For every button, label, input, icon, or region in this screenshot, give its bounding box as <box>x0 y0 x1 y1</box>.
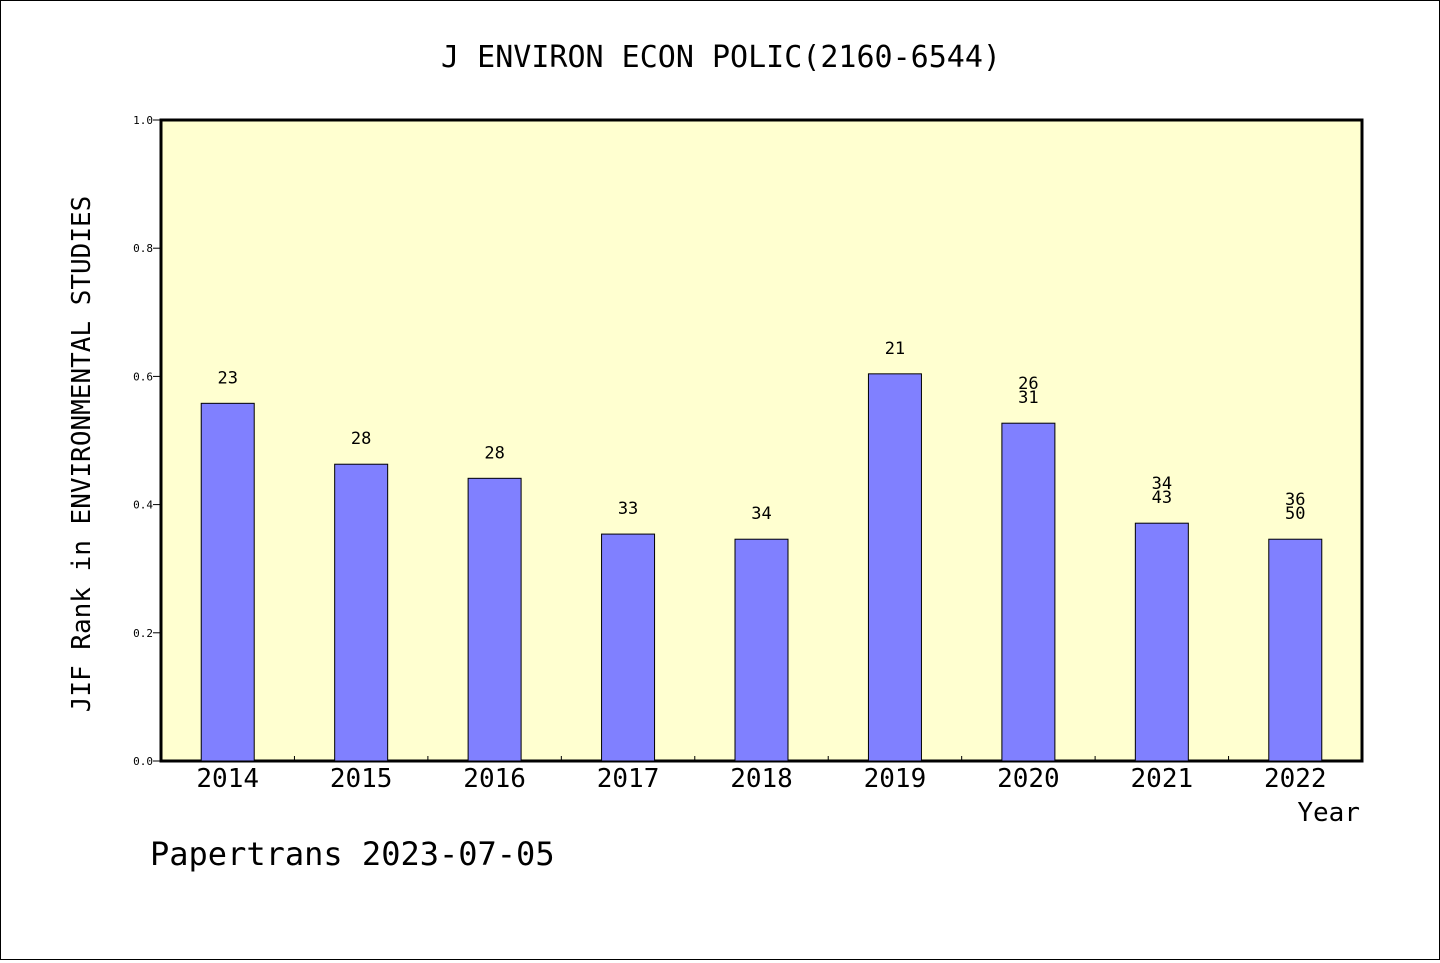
x-tick-label: 2019 <box>864 764 927 794</box>
data-label: 34 <box>1152 474 1172 494</box>
data-label: 28 <box>484 443 504 463</box>
bar-2014 <box>200 402 255 762</box>
chart-title: J ENVIRON ECON POLIC(2160-6544) <box>441 40 1001 75</box>
x-tick-label: 2015 <box>330 764 393 794</box>
data-label: 50 <box>1285 504 1305 524</box>
x-tick-label: 2016 <box>463 764 526 794</box>
bar-2020 <box>1001 422 1056 762</box>
x-tick-label: 2022 <box>1264 764 1327 794</box>
data-label: 33 <box>618 499 638 519</box>
bar-2021 <box>1134 522 1189 762</box>
data-label: 43 <box>1152 488 1172 508</box>
y-tick-label: 0.6 <box>133 370 153 383</box>
data-label: 21 <box>885 339 905 359</box>
x-axis: 2014 2015 2016 2017 2018 2019 2020 2021 2022 <box>196 756 1327 794</box>
y-tick-label: 0.4 <box>133 499 153 512</box>
bar-2018 <box>734 538 789 762</box>
x-tick-label: 2017 <box>597 764 660 794</box>
y-axis-label: JIF Rank in ENVIRONMENTAL STUDIES <box>67 196 97 713</box>
x-axis-label: Year <box>1297 798 1360 828</box>
y-tick-label: 0.0 <box>133 755 153 768</box>
y-axis: 0.0 0.2 0.4 0.6 0.8 1.0 <box>133 114 161 768</box>
data-label: 28 <box>351 429 371 449</box>
x-tick-label: 2014 <box>196 764 259 794</box>
bar-2022 <box>1268 538 1323 762</box>
data-label: 31 <box>1018 388 1038 408</box>
data-label: 36 <box>1285 490 1305 510</box>
bar-2019 <box>867 373 922 762</box>
x-tick-label: 2021 <box>1131 764 1194 794</box>
bar-2015 <box>334 463 389 762</box>
y-tick-label: 0.8 <box>133 242 153 255</box>
y-tick-label: 0.2 <box>133 627 153 640</box>
y-tick-label: 1.0 <box>133 114 153 127</box>
footer-credit: Papertrans 2023-07-05 <box>150 835 555 873</box>
bar-2017 <box>601 533 656 762</box>
x-tick-label: 2020 <box>997 764 1060 794</box>
data-label: 26 <box>1018 374 1038 394</box>
data-label: 23 <box>217 368 237 388</box>
data-label: 34 <box>751 504 771 524</box>
bar-2016 <box>467 477 522 762</box>
x-tick-label: 2018 <box>730 764 793 794</box>
